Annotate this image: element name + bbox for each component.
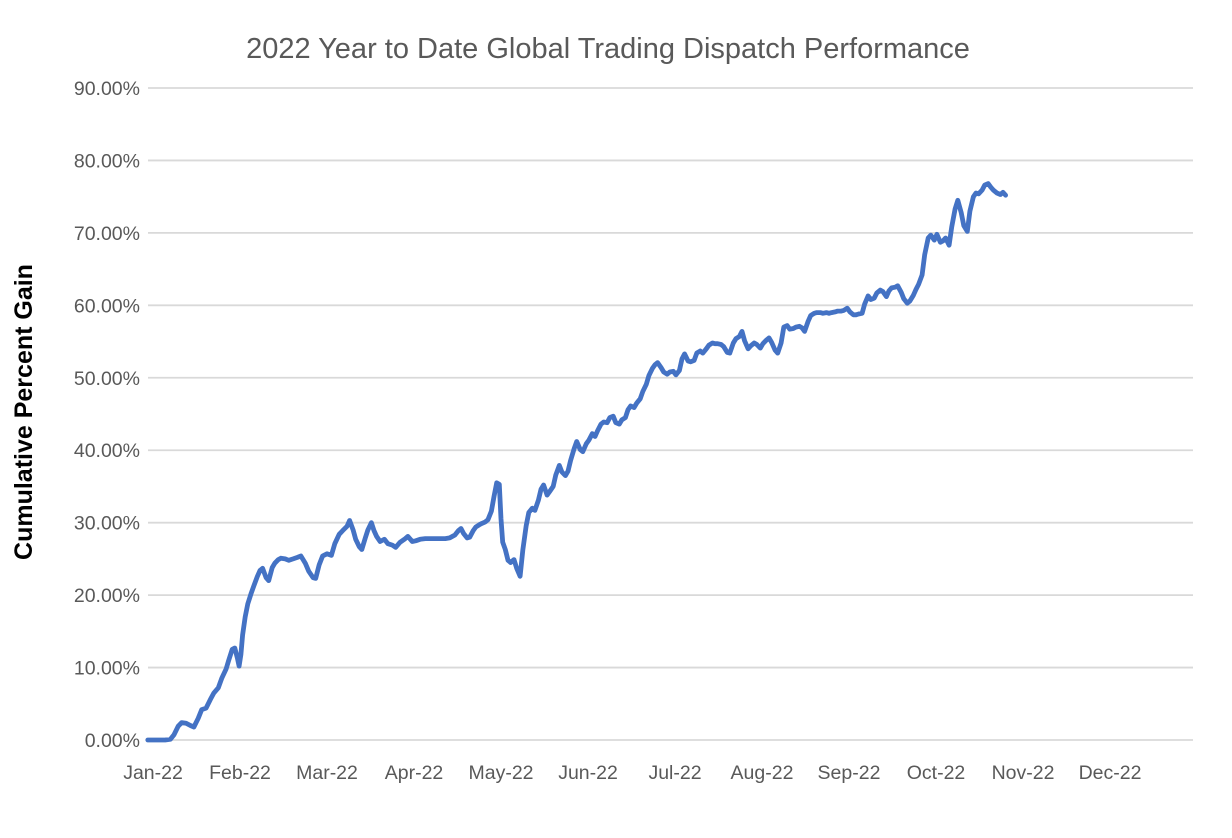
y-axis-tick-labels: 0.00% 10.00% 20.00% 30.00% 40.00% 50.00% 60.00… bbox=[74, 78, 140, 752]
y-axis-tick-label: 50.00% bbox=[74, 368, 140, 390]
y-axis-tick-label: 40.00% bbox=[74, 440, 140, 462]
x-axis-tick-label: Sep-22 bbox=[818, 762, 881, 784]
y-axis-tick-label: 0.00% bbox=[85, 730, 140, 752]
x-axis-tick-label: Aug-22 bbox=[731, 762, 794, 784]
data-series bbox=[145, 181, 1008, 743]
x-axis-tick-label: Apr-22 bbox=[385, 762, 444, 784]
x-axis-tick-label: Feb-22 bbox=[209, 762, 271, 784]
y-axis-title: Cumulative Percent Gain bbox=[10, 264, 38, 560]
y-axis-tick-label: 80.00% bbox=[74, 150, 140, 172]
gridlines bbox=[148, 87, 1193, 741]
x-axis-tick-label: Jul-22 bbox=[648, 762, 701, 784]
y-axis-tick-label: 90.00% bbox=[74, 78, 140, 100]
y-axis-tick-label: 10.00% bbox=[74, 658, 140, 680]
x-axis-tick-label: Dec-22 bbox=[1079, 762, 1142, 784]
chart-title: 2022 Year to Date Global Trading Dispatc… bbox=[246, 33, 970, 65]
y-axis-tick-label: 30.00% bbox=[74, 513, 140, 535]
series-line bbox=[145, 181, 1008, 743]
x-axis-tick-label: Jan-22 bbox=[123, 762, 183, 784]
y-axis-tick-label: 60.00% bbox=[74, 295, 140, 317]
x-axis-tick-label: Jun-22 bbox=[558, 762, 618, 784]
y-axis-tick-label: 70.00% bbox=[74, 223, 140, 245]
y-axis-tick-label: 20.00% bbox=[74, 585, 140, 607]
x-axis-tick-label: Nov-22 bbox=[992, 762, 1055, 784]
x-axis-tick-label: Oct-22 bbox=[907, 762, 966, 784]
x-axis-tick-labels: Jan-22 Feb-22 Mar-22 Apr-22 May-22 Jun-22 Jul-… bbox=[123, 762, 1141, 784]
x-axis-tick-label: Mar-22 bbox=[296, 762, 358, 784]
x-axis-tick-label: May-22 bbox=[468, 762, 533, 784]
